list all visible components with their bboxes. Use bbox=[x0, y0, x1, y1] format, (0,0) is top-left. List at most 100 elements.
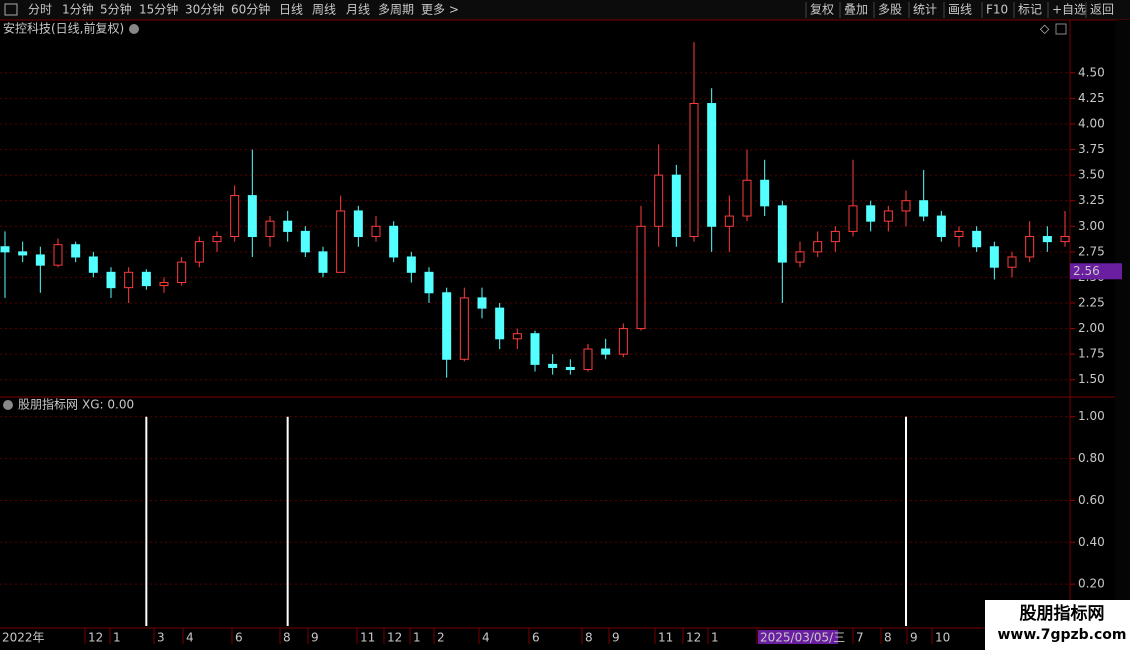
candle-body bbox=[636, 225, 646, 330]
indicator-menu-icon[interactable] bbox=[3, 400, 13, 410]
watermark-title: 股朋指标网 bbox=[1020, 603, 1105, 624]
cursor-price-label: 2.56 bbox=[1073, 264, 1100, 278]
time-label: 2025/03/05/三 bbox=[760, 631, 845, 645]
candle-body bbox=[848, 205, 858, 232]
time-label: 4 bbox=[186, 631, 194, 645]
y-tick-label: 3.00 bbox=[1078, 219, 1105, 233]
candle-body bbox=[1007, 256, 1017, 268]
time-label: 12 bbox=[387, 631, 402, 645]
toolbar-tab[interactable]: 周线 bbox=[312, 3, 336, 17]
candle-body bbox=[88, 256, 98, 273]
candle-body bbox=[389, 225, 399, 258]
candle-body bbox=[194, 241, 204, 263]
candle-body bbox=[512, 333, 522, 340]
toolbar-tab[interactable]: 分时 bbox=[28, 3, 52, 17]
candle-body bbox=[71, 244, 81, 258]
time-label: 3 bbox=[157, 631, 165, 645]
toolbar-button[interactable]: 多股 bbox=[878, 3, 902, 17]
candle-body bbox=[300, 230, 310, 253]
candle-body bbox=[424, 271, 434, 294]
chart-title: 安控科技(日线,前复权) bbox=[3, 21, 124, 36]
candle-body bbox=[283, 220, 293, 232]
y-tick-label: 0.80 bbox=[1078, 451, 1105, 465]
toolbar-button[interactable]: 统计 bbox=[913, 3, 937, 17]
toolbar-tab[interactable]: 月线 bbox=[346, 3, 370, 17]
time-label: 12 bbox=[88, 631, 103, 645]
time-label: 1 bbox=[113, 631, 121, 645]
candle-body bbox=[601, 348, 611, 355]
toolbar-button[interactable]: 复权 bbox=[810, 3, 834, 17]
candle-body bbox=[830, 230, 840, 243]
candle-body bbox=[124, 271, 134, 289]
toolbar-tab[interactable]: 60分钟 bbox=[231, 2, 270, 17]
time-label: 6 bbox=[235, 631, 243, 645]
candle-body bbox=[159, 282, 169, 287]
time-label: 9 bbox=[612, 631, 620, 645]
indicator-title: 股朋指标网 bbox=[18, 397, 78, 412]
candle-body bbox=[406, 256, 416, 273]
time-cursor-box bbox=[758, 630, 838, 644]
time-label: 2 bbox=[437, 631, 445, 645]
candle-body bbox=[954, 230, 964, 238]
y-tick-label: 2.25 bbox=[1078, 296, 1105, 310]
time-label: 8 bbox=[585, 631, 593, 645]
toolbar-tab[interactable]: 5分钟 bbox=[100, 2, 132, 17]
indicator-readout: XG: 0.00 bbox=[82, 398, 134, 412]
toolbar-button[interactable]: F10 bbox=[986, 3, 1008, 17]
candle-body bbox=[318, 251, 328, 273]
toggle-icon[interactable]: ◇ bbox=[1040, 22, 1050, 36]
cursor-price-box bbox=[1070, 263, 1122, 280]
layout-icon[interactable] bbox=[1055, 23, 1067, 35]
toolbar-tab[interactable]: 15分钟 bbox=[139, 2, 178, 17]
y-tick-label: 4.50 bbox=[1078, 65, 1105, 79]
toolbar bbox=[0, 0, 1130, 20]
candle-body bbox=[565, 366, 575, 370]
candle-body bbox=[583, 348, 593, 370]
candle-body bbox=[866, 205, 876, 222]
time-label: 12 bbox=[686, 631, 701, 645]
candle-body bbox=[671, 174, 681, 238]
candle-body bbox=[707, 103, 717, 227]
time-label: 9 bbox=[311, 631, 319, 645]
candle-body bbox=[795, 251, 805, 263]
candle-body bbox=[459, 297, 469, 360]
watermark-box bbox=[985, 600, 1130, 650]
toolbar-button[interactable]: +自选 bbox=[1052, 3, 1086, 17]
toolbar-tab[interactable]: 1分钟 bbox=[62, 2, 94, 17]
time-label: 11 bbox=[360, 631, 375, 645]
candle-body bbox=[371, 225, 381, 238]
candle-body bbox=[742, 179, 752, 217]
y-tick-label: 2.00 bbox=[1078, 321, 1105, 335]
y-tick-label: 3.75 bbox=[1078, 142, 1105, 156]
candle-body bbox=[212, 236, 222, 243]
toolbar-icon[interactable] bbox=[4, 3, 18, 16]
time-label: 8 bbox=[884, 631, 892, 645]
toolbar-tab[interactable]: 30分钟 bbox=[185, 2, 224, 17]
candle-body bbox=[1025, 236, 1035, 258]
toolbar-tab[interactable]: 多周期 bbox=[378, 3, 414, 17]
candle-body bbox=[989, 246, 999, 268]
time-label: 1 bbox=[413, 631, 421, 645]
y-tick-label: 2.75 bbox=[1078, 244, 1105, 258]
y-tick-label: 1.50 bbox=[1078, 372, 1105, 386]
y-tick-label: 0.60 bbox=[1078, 493, 1105, 507]
toolbar-tab[interactable]: 日线 bbox=[279, 3, 303, 17]
toolbar-tab[interactable]: 更多 > bbox=[421, 3, 459, 17]
toolbar-button[interactable]: 返回 bbox=[1090, 3, 1114, 17]
time-label: 4 bbox=[482, 631, 490, 645]
candle-body bbox=[106, 271, 116, 289]
title-menu-icon[interactable] bbox=[129, 24, 139, 34]
candle-body bbox=[813, 241, 823, 253]
candle-body bbox=[654, 174, 664, 227]
toolbar-button[interactable]: 标记 bbox=[1018, 3, 1042, 17]
y-tick-label: 0.20 bbox=[1078, 577, 1105, 591]
toolbar-button[interactable]: 画线 bbox=[948, 3, 972, 17]
candle-body bbox=[883, 210, 893, 222]
y-tick-label: 1.00 bbox=[1078, 409, 1105, 423]
candle-body bbox=[177, 261, 187, 284]
time-label: 7 bbox=[856, 631, 864, 645]
toolbar-button[interactable]: 叠加 bbox=[844, 3, 868, 17]
candle-body bbox=[0, 246, 10, 253]
